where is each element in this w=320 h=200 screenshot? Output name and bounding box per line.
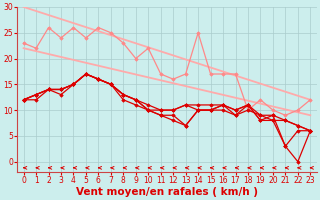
X-axis label: Vent moyen/en rafales ( km/h ): Vent moyen/en rafales ( km/h ) (76, 187, 258, 197)
